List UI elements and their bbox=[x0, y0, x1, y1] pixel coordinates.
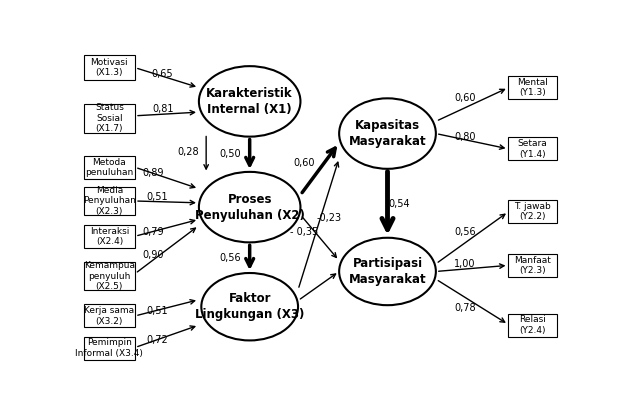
Text: 0,80: 0,80 bbox=[454, 132, 475, 142]
Text: Mental
(Y1.3): Mental (Y1.3) bbox=[517, 78, 548, 97]
Text: Media
Penyuluhan
(X2.3): Media Penyuluhan (X2.3) bbox=[83, 186, 136, 216]
Text: 0,65: 0,65 bbox=[152, 68, 173, 78]
FancyBboxPatch shape bbox=[84, 104, 135, 133]
Text: Interaksi
(X2.4): Interaksi (X2.4) bbox=[90, 226, 129, 246]
Text: Pemimpin
Informal (X3.4): Pemimpin Informal (X3.4) bbox=[76, 338, 144, 358]
Text: 0,60: 0,60 bbox=[293, 158, 315, 168]
Text: Status
Sosial
(X1.7): Status Sosial (X1.7) bbox=[95, 103, 124, 133]
Text: Kerja sama
(X3.2): Kerja sama (X3.2) bbox=[84, 306, 135, 326]
Text: Partisipasi
Masyarakat: Partisipasi Masyarakat bbox=[349, 257, 426, 286]
FancyBboxPatch shape bbox=[509, 137, 557, 160]
FancyBboxPatch shape bbox=[509, 76, 557, 99]
Text: Metoda
penuluhan: Metoda penuluhan bbox=[85, 158, 134, 177]
Text: Relasi
(Y2.4): Relasi (Y2.4) bbox=[519, 315, 546, 335]
Text: 0,51: 0,51 bbox=[146, 192, 168, 202]
FancyBboxPatch shape bbox=[84, 304, 135, 328]
Text: 0,89: 0,89 bbox=[142, 168, 163, 178]
Text: -0,23: -0,23 bbox=[317, 213, 342, 223]
Text: 0,56: 0,56 bbox=[220, 253, 241, 263]
Text: - 0,35: - 0,35 bbox=[290, 226, 318, 237]
FancyBboxPatch shape bbox=[509, 200, 557, 223]
FancyBboxPatch shape bbox=[509, 254, 557, 277]
Text: 0,90: 0,90 bbox=[142, 250, 163, 259]
FancyBboxPatch shape bbox=[509, 314, 557, 337]
Text: Motivasi
(X1.3): Motivasi (X1.3) bbox=[90, 58, 129, 77]
Ellipse shape bbox=[199, 172, 301, 242]
Text: T. jawab
(Y2.2): T. jawab (Y2.2) bbox=[514, 202, 551, 221]
Text: 0,60: 0,60 bbox=[454, 93, 475, 103]
Ellipse shape bbox=[339, 238, 436, 305]
Text: 0,79: 0,79 bbox=[142, 226, 163, 237]
Text: 0,28: 0,28 bbox=[177, 147, 199, 157]
Text: 0,78: 0,78 bbox=[454, 302, 475, 313]
FancyBboxPatch shape bbox=[84, 225, 135, 248]
Text: 0,51: 0,51 bbox=[146, 306, 168, 316]
Ellipse shape bbox=[339, 98, 436, 169]
Text: 0,56: 0,56 bbox=[454, 226, 475, 237]
Text: Faktor
Lingkungan (X3): Faktor Lingkungan (X3) bbox=[195, 292, 305, 321]
Text: Manfaat
(Y2.3): Manfaat (Y2.3) bbox=[514, 256, 551, 275]
Text: 0,81: 0,81 bbox=[152, 104, 173, 114]
FancyBboxPatch shape bbox=[84, 337, 135, 359]
Text: 0,72: 0,72 bbox=[146, 334, 168, 345]
Ellipse shape bbox=[202, 273, 298, 340]
Text: 0,54: 0,54 bbox=[389, 199, 411, 209]
Text: 0,50: 0,50 bbox=[220, 149, 241, 159]
Text: 1,00: 1,00 bbox=[454, 259, 475, 269]
FancyBboxPatch shape bbox=[84, 55, 135, 80]
FancyBboxPatch shape bbox=[84, 187, 135, 215]
Text: Kapasitas
Masyarakat: Kapasitas Masyarakat bbox=[349, 119, 426, 148]
FancyBboxPatch shape bbox=[84, 156, 135, 179]
FancyBboxPatch shape bbox=[84, 262, 135, 290]
Text: Setara
(Y1.4): Setara (Y1.4) bbox=[518, 139, 547, 158]
Text: Karakteristik
Internal (X1): Karakteristik Internal (X1) bbox=[207, 87, 293, 116]
Ellipse shape bbox=[199, 66, 301, 137]
Text: Kemampua
penyuluh
(X2.5): Kemampua penyuluh (X2.5) bbox=[84, 261, 135, 291]
Text: Proses
Penyuluhan (X2): Proses Penyuluhan (X2) bbox=[195, 193, 305, 222]
